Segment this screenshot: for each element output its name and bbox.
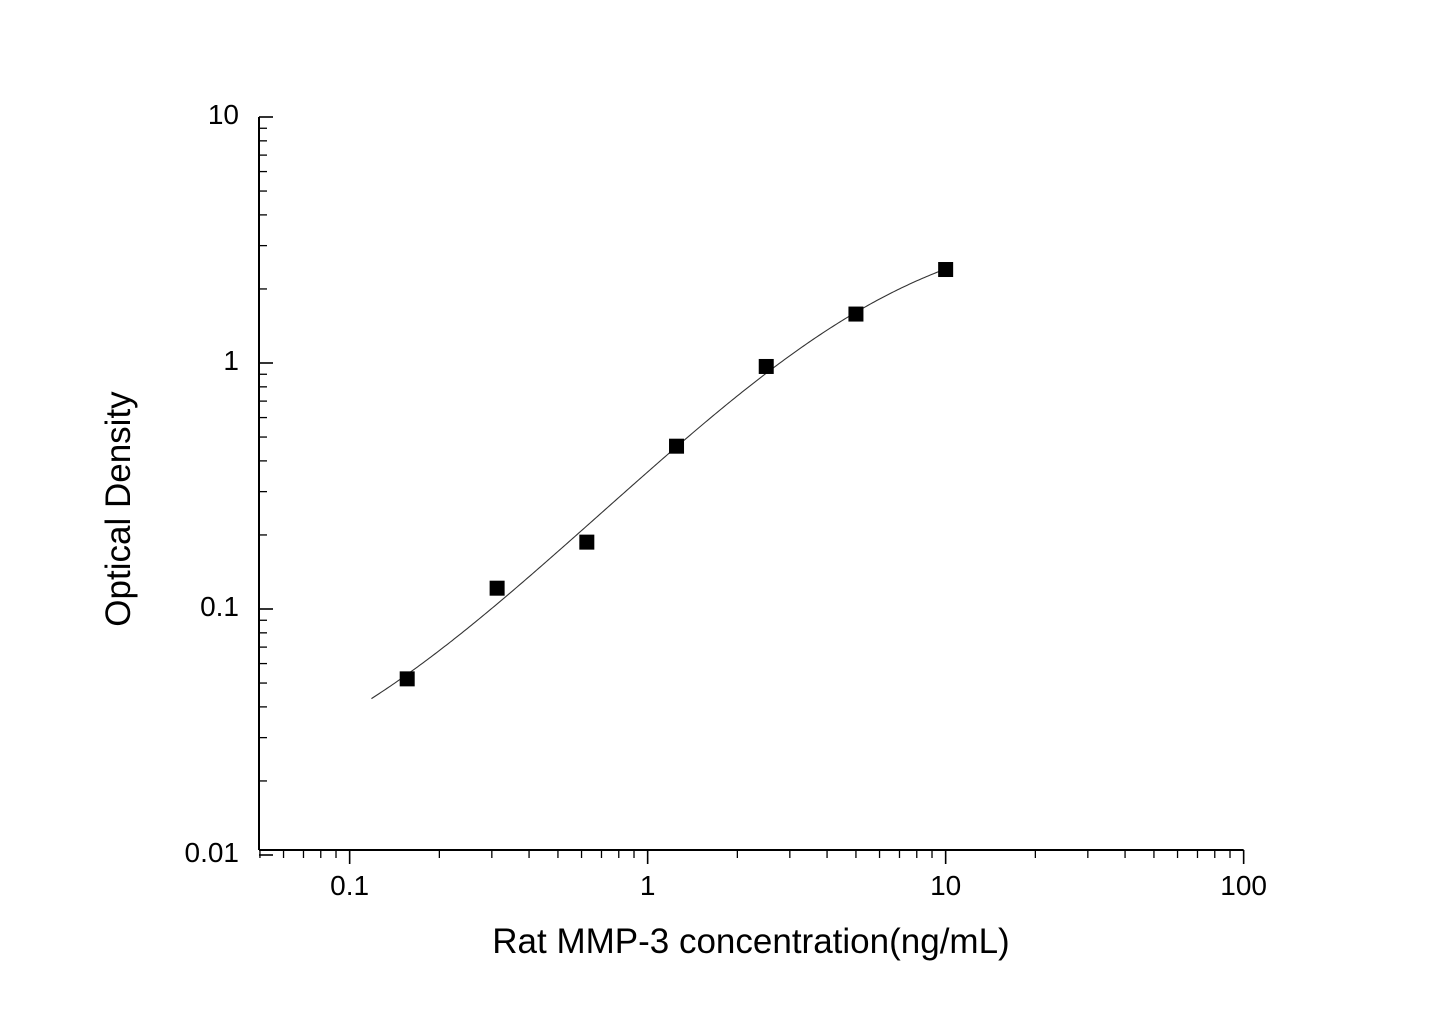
- svg-text:Optical Density: Optical Density: [99, 391, 138, 627]
- svg-text:0.01: 0.01: [185, 837, 240, 868]
- svg-text:1: 1: [223, 345, 239, 376]
- svg-text:100: 100: [1220, 870, 1267, 901]
- svg-text:1: 1: [640, 870, 656, 901]
- svg-text:10: 10: [930, 870, 961, 901]
- svg-text:0.1: 0.1: [200, 591, 239, 622]
- svg-text:10: 10: [208, 99, 239, 130]
- svg-text:Rat MMP-3 concentration(ng/mL): Rat MMP-3 concentration(ng/mL): [492, 922, 1009, 961]
- svg-text:0.1: 0.1: [330, 870, 369, 901]
